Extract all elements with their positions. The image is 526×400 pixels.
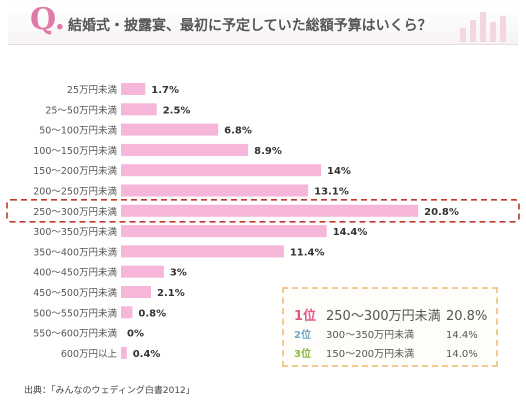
bar [121, 103, 157, 116]
value-label: 0% [127, 329, 144, 340]
value-label: 8.9% [254, 146, 282, 157]
question-title: 結婚式・披露宴、最初に予定していた総額予算はいくら？ [68, 18, 432, 34]
value-label: 14.4% [333, 227, 368, 238]
category-label: 550～600万円未満 [33, 328, 117, 340]
highlight-frame [6, 199, 520, 223]
bar [121, 306, 133, 319]
value-label: 14% [327, 166, 351, 177]
value-label: 2.1% [157, 288, 185, 299]
ranking-box: 1位 250～300万円未満 20.8% 2位 300～350万円未満 14.4% 3位… [282, 287, 498, 367]
ranking-value: 14.4% [446, 330, 478, 341]
q-letter: Q. [30, 2, 66, 37]
value-label: 20.8% [424, 207, 459, 218]
category-label: 25～50万円未満 [45, 104, 117, 116]
ranking-label: 250～300万円未満 [326, 309, 441, 324]
value-label: 0.8% [138, 308, 166, 319]
ranking-position: 3位 [294, 349, 311, 360]
bar [121, 164, 321, 177]
value-label: 11.4% [290, 247, 325, 258]
value-label: 3% [170, 268, 187, 279]
source-note: 出典：「みんなのウェディング白書2012」 [24, 386, 195, 396]
value-label: 6.8% [224, 126, 252, 137]
bar [121, 204, 419, 217]
category-label: 300～350万円未満 [33, 226, 117, 238]
category-label: 400～450万円未満 [33, 267, 117, 279]
value-label: 0.4% [133, 349, 161, 360]
decorative-bars-icon [460, 12, 506, 42]
category-label: 350～400万円未満 [33, 246, 117, 258]
ranking-value: 20.8% [446, 309, 488, 324]
bar [121, 83, 146, 95]
ranking-row-3: 3位 150～200万円未満 14.0% [294, 345, 478, 360]
category-label: 50～100万円未満 [39, 125, 117, 137]
category-label: 25万円未満 [67, 84, 118, 96]
bar [121, 225, 327, 238]
ranking-row-2: 2位 300～350万円未満 14.4% [294, 326, 478, 341]
category-label: 250～300万円未満 [33, 206, 117, 218]
value-label: 13.1% [314, 187, 349, 198]
ranking-label: 300～350万円未満 [326, 330, 415, 341]
ranking-row-1: 1位 250～300万円未満 20.8% [294, 305, 487, 324]
category-label: 500～550万円未満 [33, 307, 117, 319]
bar [121, 184, 309, 197]
ranking-label: 150～200万円未満 [326, 349, 415, 360]
category-label: 450～500万円未満 [33, 287, 117, 299]
question-header: Q. 結婚式・披露宴、最初に予定していた総額予算はいくら？ [8, 2, 518, 45]
value-label: 1.7% [151, 85, 179, 96]
bar [121, 143, 249, 156]
category-label: 100～150万円未満 [33, 145, 117, 157]
bar [121, 346, 127, 359]
value-label: 2.5% [163, 105, 191, 116]
category-label: 600万円以上 [61, 349, 118, 360]
bar [121, 265, 164, 278]
category-label: 150～200万円未満 [33, 165, 117, 177]
ranking-position: 1位 [294, 309, 317, 324]
bar [121, 286, 151, 298]
bar [121, 123, 219, 136]
bar [121, 245, 284, 258]
category-label: 200～250万円未満 [33, 186, 117, 198]
ranking-position: 2位 [294, 330, 311, 341]
ranking-value: 14.0% [446, 349, 478, 360]
